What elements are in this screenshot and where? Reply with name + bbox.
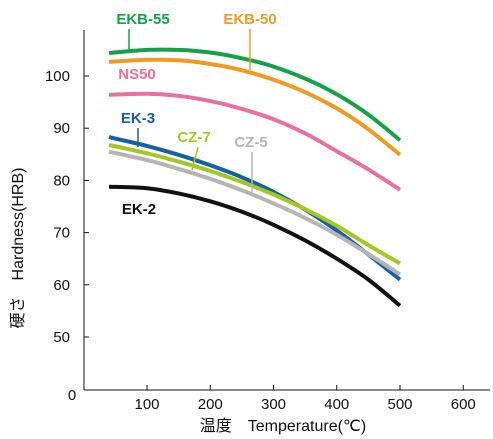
y-tick-label: 80 <box>53 172 70 189</box>
plot-frame <box>83 30 490 391</box>
label-leader-lines <box>128 29 253 192</box>
series-leader-line <box>191 146 199 171</box>
series-line <box>108 184 402 308</box>
y-tick-label: 90 <box>53 120 70 137</box>
series-line <box>108 142 401 266</box>
x-tick-label: 200 <box>198 396 223 413</box>
series-labels: EKB-55 EKB-50 NS50 EK-3 CZ-7 CZ-5 EK-2 <box>116 11 276 218</box>
series-label: CZ-7 <box>177 129 210 146</box>
y-axis-title: 硬さ Hardness(HRB) <box>9 168 27 329</box>
y-tick-label: 60 <box>53 277 70 294</box>
x-tick-label: 300 <box>261 396 286 413</box>
series-line <box>108 91 402 192</box>
series-label: EKB-50 <box>223 11 276 28</box>
series-line <box>108 57 402 157</box>
y-tick-label: 50 <box>53 329 70 346</box>
series-label: CZ-5 <box>234 134 267 151</box>
x-tick-label: 100 <box>134 396 159 413</box>
series-line <box>108 47 402 142</box>
x-tick-label: 400 <box>324 396 349 413</box>
series-label: EK-2 <box>122 201 156 218</box>
axis-ticks: 100 200 300 400 500 600 50 60 70 80 90 100 <box>45 68 476 413</box>
x-tick-label: 500 <box>387 396 412 413</box>
series-label: EK-3 <box>121 110 155 127</box>
series-lines <box>108 47 402 308</box>
y-tick-label: 100 <box>45 68 70 85</box>
series-label: NS50 <box>118 66 156 83</box>
x-tick-label: 600 <box>451 396 476 413</box>
y-tick-label: 70 <box>53 225 70 242</box>
origin-label: 0 <box>68 387 76 404</box>
series-label: EKB-55 <box>116 11 169 28</box>
x-axis-title: 温度 Temperature(℃) <box>200 417 366 435</box>
series-line <box>108 149 402 277</box>
